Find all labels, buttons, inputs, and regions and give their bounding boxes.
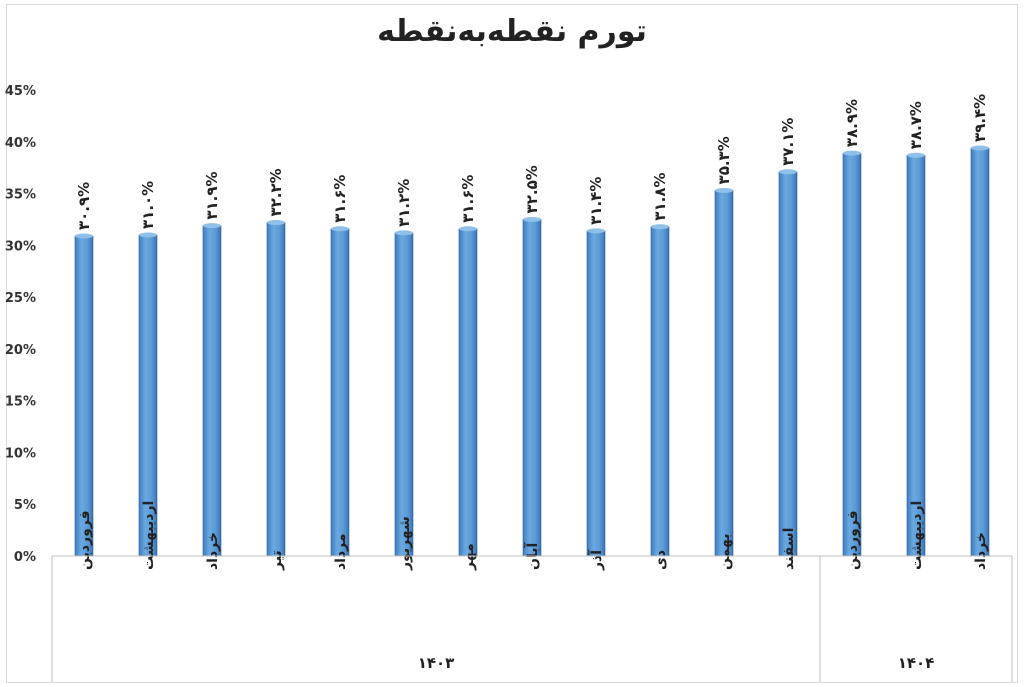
bar [714, 190, 734, 557]
category-label: شهریور [397, 516, 413, 571]
category-label: اسفند [781, 528, 797, 570]
bar-cap [971, 145, 989, 151]
category-label: اردیبهشت [909, 501, 925, 570]
y-tick-label: 10% [5, 446, 36, 461]
x-axis: فروردین اردیبهشت خرداد تیر مرداد شهریور مهر آبا… [51, 501, 1013, 682]
bar-cap [459, 226, 477, 232]
bar [202, 225, 222, 557]
category-label: دی [653, 550, 669, 570]
y-axis: 0% 5% 10% 15% 20% 25% 30% 35% 40% 45% [5, 84, 36, 565]
y-tick-label: 25% [5, 291, 36, 306]
data-labels: ۳۰.۹% ۳۱.۰% ۳۱.۹% ۳۲.۲% ۳۱.۶% ۳۱.۲% ۳۱.۶% ۳۲.۵%… [75, 94, 989, 230]
category-label: مرداد [333, 533, 349, 570]
category-label: خرداد [973, 532, 989, 570]
bar [650, 226, 670, 557]
bar-cap [395, 230, 413, 236]
category-label: مهر [461, 543, 477, 571]
category-label: آذر [587, 549, 605, 571]
bar-cap [331, 226, 349, 232]
data-label: ۳۷.۱% [779, 118, 797, 166]
bar-cap [139, 232, 157, 238]
category-label: بهمن [717, 534, 733, 570]
y-tick-label: 20% [5, 343, 36, 358]
bar [458, 228, 478, 557]
bar-cap [779, 169, 797, 175]
y-tick-label: 15% [5, 395, 36, 410]
data-label: ۳۵.۳% [715, 136, 733, 184]
category-label: تیر [269, 550, 285, 571]
category-label: فروردین [77, 510, 93, 570]
y-tick-label: 40% [5, 136, 36, 151]
bars [74, 145, 990, 557]
data-label: ۳۱.۶% [459, 175, 477, 223]
data-label: ۳۱.۶% [331, 175, 349, 223]
y-tick-label: 5% [14, 498, 36, 513]
bar [906, 154, 926, 557]
bar [394, 232, 414, 557]
chart-title: تورم نقطه‌به‌نقطه [377, 14, 647, 49]
data-label: ۳۱.۸% [651, 172, 669, 220]
bar [74, 235, 94, 557]
bar-cap [267, 220, 285, 226]
y-tick-label: 0% [14, 550, 36, 565]
bar-cap [651, 224, 669, 230]
y-tick-label: 30% [5, 239, 36, 254]
bar [522, 219, 542, 557]
y-tick-label: 45% [5, 84, 36, 99]
bar [266, 222, 286, 557]
data-label: ۳۱.۴% [587, 177, 605, 225]
data-label: ۳۸.۹% [843, 99, 861, 147]
data-label: ۳۱.۲% [395, 179, 413, 227]
data-label: ۳۱.۰% [139, 181, 157, 229]
bar [778, 171, 798, 557]
bar-cap [75, 233, 93, 239]
category-label: اردیبهشت [141, 501, 157, 570]
bar [842, 152, 862, 557]
category-label: خرداد [205, 532, 221, 570]
bar [330, 228, 350, 557]
data-label: ۳۰.۹% [75, 182, 93, 230]
bar-cap [907, 152, 925, 158]
bar [586, 230, 606, 557]
data-label: ۳۸.۷% [907, 101, 925, 149]
bar-cap [203, 223, 221, 229]
data-label: ۳۹.۴% [971, 94, 989, 142]
data-label: ۳۱.۹% [203, 171, 221, 219]
y-tick-label: 35% [5, 188, 36, 203]
group-label: ۱۴۰۳ [418, 654, 455, 672]
category-label: فروردین [845, 510, 861, 570]
bar-cap [587, 228, 605, 234]
bar-cap [843, 150, 861, 156]
bar-cap [715, 187, 733, 193]
group-label: ۱۴۰۴ [898, 654, 935, 672]
chart-frame [6, 4, 1018, 683]
bar [970, 147, 990, 557]
bar-cap [523, 216, 541, 222]
data-label: ۳۲.۵% [523, 165, 541, 213]
data-label: ۳۲.۲% [267, 168, 285, 216]
